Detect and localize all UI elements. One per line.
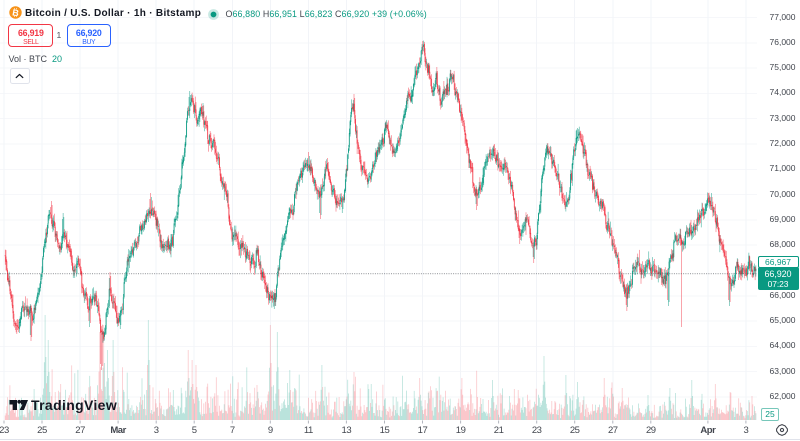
svg-text:B: B (11, 7, 20, 18)
svg-text:TradingView: TradingView (31, 397, 117, 413)
